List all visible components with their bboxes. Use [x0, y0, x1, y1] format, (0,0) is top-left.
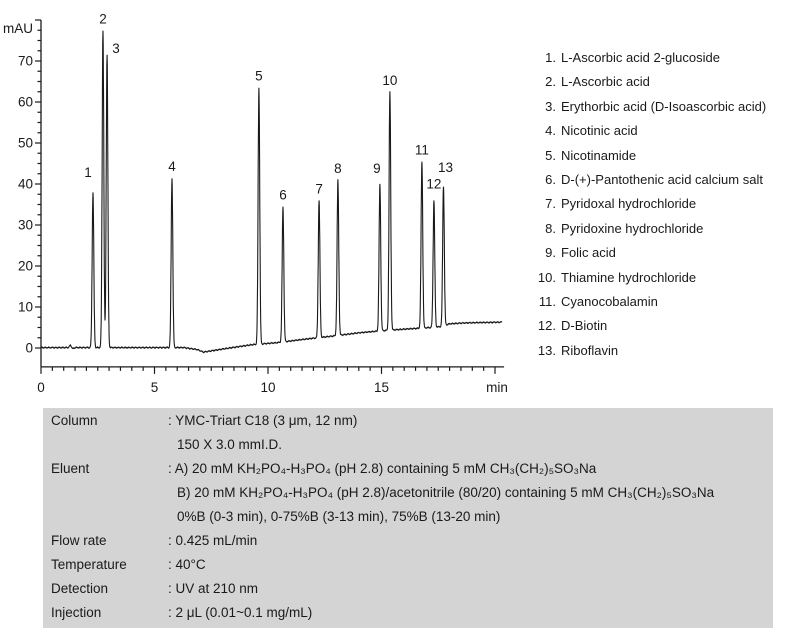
peak-number-label: 5 — [255, 69, 263, 84]
condition-value-line: B) 20 mM KH₂PO₄-H₃PO₄ (pH 2.8)/acetonitr… — [177, 485, 715, 500]
x-axis-tick-label: 15 — [374, 380, 389, 395]
condition-value: : UV at 210 nm — [168, 577, 773, 601]
condition-value: : 40°C — [168, 553, 773, 577]
peak-number-label: 11 — [415, 142, 429, 157]
y-axis-tick-label: 40 — [18, 177, 33, 192]
legend-item-compound: Folic acid — [561, 245, 616, 261]
legend-item: 12. D-Biotin — [531, 314, 787, 338]
legend-item: 5. Nicotinamide — [531, 144, 787, 168]
condition-label: Flow rate — [51, 533, 107, 548]
legend-item-number: 12. — [537, 318, 556, 334]
y-axis-tick-label: 60 — [18, 95, 33, 110]
y-axis-tick-label: 70 — [18, 54, 33, 69]
legend-item-number: 2. — [545, 74, 556, 90]
y-axis-tick-label: 0 — [25, 341, 33, 356]
legend-item-compound: Pyridoxal hydrochloride — [561, 196, 697, 212]
peak-number-label: 13 — [438, 160, 453, 175]
legend-item: 10. Thiamine hydrochloride — [531, 266, 787, 290]
condition-label: Injection — [51, 605, 102, 620]
y-axis-tick-label: 50 — [18, 136, 33, 151]
condition-value-line: 150 X 3.0 mmI.D. — [177, 437, 283, 452]
condition-row: Injection : 2 μL (0.01~0.1 mg/mL) — [43, 601, 773, 625]
legend-item-number: 10. — [537, 269, 556, 285]
condition-row: Eluent : A) 20 mM KH₂PO₄-H₃PO₄ (pH 2.8) … — [43, 457, 773, 529]
peak-number-label: 6 — [279, 188, 287, 203]
legend-item-number: 11. — [538, 294, 556, 310]
condition-value-line: : 40°C — [168, 557, 206, 572]
peak-number-label: 3 — [112, 41, 120, 56]
peak-number-label: 2 — [99, 11, 107, 26]
legend-item: 2. L-Ascorbic acid — [531, 70, 787, 94]
condition-value-line: : YMC-Triart C18 (3 μm, 12 nm) — [168, 413, 358, 428]
y-axis-tick-label: 10 — [18, 300, 33, 315]
condition-value: : 2 μL (0.01~0.1 mg/mL) — [168, 601, 773, 625]
condition-value-line: : UV at 210 nm — [168, 581, 259, 596]
peak-number-label: 10 — [382, 73, 397, 88]
legend-item-number: 8. — [545, 220, 556, 236]
condition-value-line: : 2 μL (0.01~0.1 mg/mL) — [168, 605, 313, 620]
legend-item-number: 1. — [545, 50, 556, 65]
legend-item-compound: L-Ascorbic acid 2-glucoside — [561, 50, 720, 65]
peak-number-label: 1 — [84, 165, 92, 180]
y-axis-tick-label: 30 — [18, 218, 33, 233]
legend-item-compound: Pyridoxine hydrochloride — [561, 220, 704, 236]
legend-item-number: 6. — [545, 172, 556, 188]
legend-item-number: 13. — [537, 342, 556, 358]
peak-number-label: 12 — [426, 176, 441, 191]
legend-item: 11. Cyanocobalamin — [531, 290, 787, 314]
legend-item: 9. Folic acid — [531, 241, 787, 265]
legend-item: 1. L-Ascorbic acid 2-glucoside — [531, 46, 787, 70]
legend-item: 6. D-(+)-Pantothenic acid calcium salt — [531, 168, 787, 192]
peak-number-label: 8 — [334, 161, 342, 176]
legend-item-compound: Nicotinamide — [561, 147, 637, 163]
x-axis-unit-label: min — [486, 380, 508, 395]
legend-item: 13. Riboflavin — [531, 339, 787, 363]
condition-label: Temperature — [51, 557, 127, 572]
legend-item-compound: Nicotinic acid — [561, 123, 638, 139]
condition-label: Detection — [51, 581, 109, 596]
peak-legend-list: 1. L-Ascorbic acid 2-glucoside 2. L-Asco… — [531, 46, 787, 363]
signal-trace — [40, 30, 503, 354]
legend-item-compound: L-Ascorbic acid — [561, 74, 650, 90]
legend-item: 3. Erythorbic acid (D-Isoascorbic acid) — [531, 95, 787, 119]
x-axis-tick-label: 0 — [37, 380, 45, 395]
condition-row: Detection : UV at 210 nm — [43, 577, 773, 601]
legend-item: 8. Pyridoxine hydrochloride — [531, 217, 787, 241]
chromatogram-chart: 0 10 20 30 40 50 60 70 mAU 0 5 10 15 min 1 2 3 4 5 6 7 8 9 10 11… — [0, 0, 528, 400]
legend-item: 7. Pyridoxal hydrochloride — [531, 192, 787, 216]
condition-row: Flow rate : 0.425 mL/min — [43, 529, 773, 553]
y-axis-unit-label: mAU — [3, 21, 33, 36]
condition-label: Eluent — [51, 461, 90, 476]
legend-item-compound: Cyanocobalamin — [561, 294, 658, 310]
peak-number-label: 4 — [168, 159, 176, 174]
legend-item-compound: Riboflavin — [561, 342, 619, 358]
peak-number-label: 9 — [373, 161, 381, 176]
condition-row: Column : YMC-Triart C18 (3 μm, 12 nm) 150… — [43, 409, 773, 457]
condition-value-line: 0%B (0-3 min), 0-75%B (3-13 min), 75%B (… — [177, 509, 501, 524]
peak-number-label: 7 — [315, 181, 323, 196]
legend-item-number: 4. — [545, 123, 556, 139]
x-axis-tick-label: 5 — [151, 380, 159, 395]
legend-item-number: 9. — [545, 245, 556, 261]
legend-item: 4. Nicotinic acid — [531, 119, 787, 143]
conditions-panel: Column : YMC-Triart C18 (3 μm, 12 nm) 150… — [43, 408, 773, 628]
legend-item-number: 3. — [545, 98, 556, 114]
condition-value: : YMC-Triart C18 (3 μm, 12 nm) 150 X 3.0 … — [168, 409, 773, 457]
legend-item-number: 7. — [545, 196, 556, 212]
legend-item-number: 5. — [545, 147, 556, 163]
x-axis-tick-label: 10 — [260, 380, 275, 395]
condition-row: Temperature : 40°C — [43, 553, 773, 577]
legend-item-compound: D-(+)-Pantothenic acid calcium salt — [561, 172, 763, 188]
legend-item-compound: Erythorbic acid (D-Isoascorbic acid) — [561, 98, 767, 114]
legend-item-compound: D-Biotin — [561, 318, 608, 334]
condition-label: Column — [51, 413, 98, 428]
condition-value-line: : 0.425 mL/min — [168, 533, 258, 548]
legend-item-compound: Thiamine hydrochloride — [561, 269, 697, 285]
condition-value-line: : A) 20 mM KH₂PO₄-H₃PO₄ (pH 2.8) contain… — [168, 461, 597, 476]
condition-value: : 0.425 mL/min — [168, 529, 773, 553]
y-axis-tick-label: 20 — [18, 259, 33, 274]
condition-value: : A) 20 mM KH₂PO₄-H₃PO₄ (pH 2.8) contain… — [168, 457, 773, 529]
